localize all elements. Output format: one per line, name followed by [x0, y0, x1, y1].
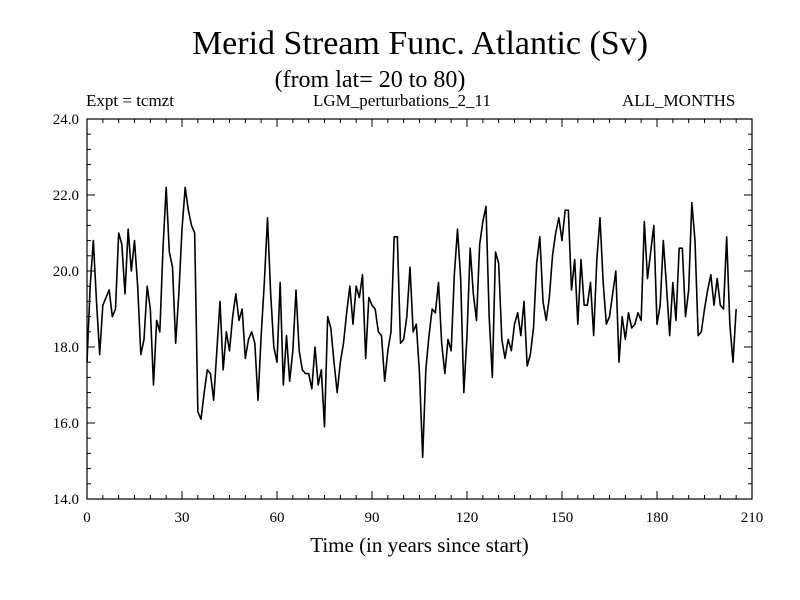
x-tick-label: 180: [646, 510, 669, 526]
x-axis-label: Time (in years since start): [310, 533, 529, 557]
x-tick-label: 90: [365, 510, 380, 526]
x-tick-label: 120: [456, 510, 479, 526]
dataset-label: LGM_perturbations_2_11: [313, 91, 491, 110]
chart-subtitle: (from lat= 20 to 80): [274, 67, 466, 93]
y-tick-label: 14.0: [53, 492, 79, 508]
series-layer: [86, 186, 737, 459]
x-tick-label: 30: [175, 510, 190, 526]
series-line: [86, 186, 737, 459]
plot-frame: [86, 118, 753, 500]
y-tick-label: 20.0: [53, 264, 79, 280]
months-label: ALL_MONTHS: [622, 91, 736, 110]
tick-marks: [86, 118, 753, 500]
y-tick-label: 22.0: [53, 188, 79, 204]
y-tick-label: 18.0: [53, 340, 79, 356]
y-tick-labels: 14.0 16.0 18.0 20.0 22.0 24.0: [53, 112, 79, 508]
x-tick-labels: 0 30 60 90 120 150 180 210: [83, 510, 763, 526]
chart-title: Merid Stream Func. Atlantic (Sv): [191, 25, 649, 62]
x-tick-label: 0: [83, 510, 91, 526]
y-tick-label: 24.0: [53, 112, 79, 128]
x-tick-label: 60: [270, 510, 285, 526]
x-tick-label: 150: [551, 510, 574, 526]
experiment-label: Expt = tcmzt: [86, 91, 174, 110]
x-tick-label: 210: [741, 510, 764, 526]
y-tick-label: 16.0: [53, 416, 79, 432]
